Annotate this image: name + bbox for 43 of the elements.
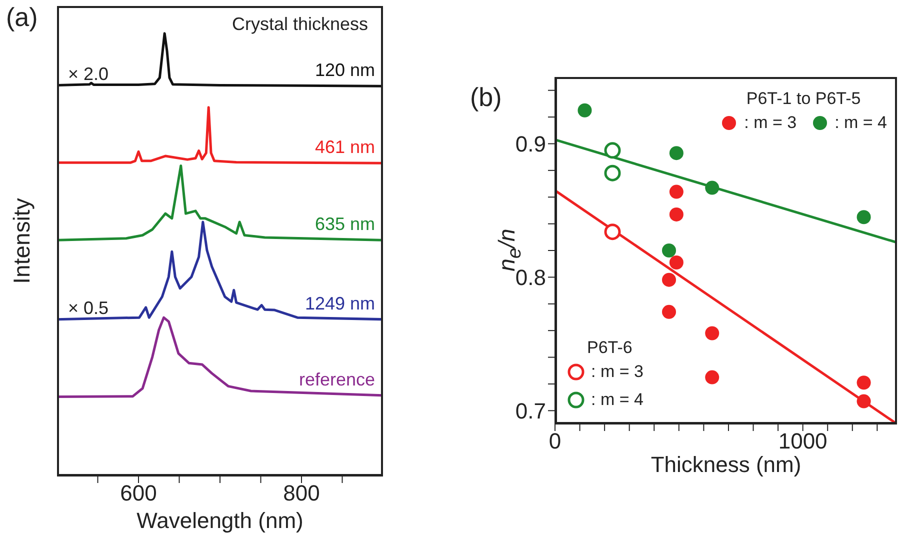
x-tick-label: 600 <box>120 480 157 506</box>
annotation: × 0.5 <box>68 298 109 319</box>
legend-label: : m = 3 <box>744 112 797 134</box>
point <box>856 394 871 408</box>
point <box>856 376 871 390</box>
point <box>662 244 676 258</box>
point <box>604 142 621 159</box>
annotation: P6T-1 to P6T-5 <box>745 88 862 110</box>
y-axis-title: Intensity <box>8 198 36 284</box>
point <box>578 103 592 118</box>
point <box>604 164 621 182</box>
y-tick-label: 0.7 <box>515 398 546 424</box>
y-tick-label: 0.9 <box>515 132 546 157</box>
legend-label: : m = 4 <box>591 389 644 411</box>
legend-label: : m = 4 <box>834 112 887 134</box>
y-tick-label: 0.8 <box>515 265 546 290</box>
point <box>856 210 871 224</box>
x-tick-label: 1000 <box>778 428 828 454</box>
point <box>604 224 621 240</box>
point <box>662 272 676 287</box>
series-label: 635 nm <box>314 214 375 234</box>
point <box>669 146 684 160</box>
point <box>705 180 720 195</box>
point <box>705 326 720 340</box>
series-label: reference <box>298 369 375 390</box>
point <box>669 207 684 222</box>
point <box>705 370 720 384</box>
x-tick-label: 0 <box>548 428 562 454</box>
annotation: Crystal thickness <box>232 14 368 35</box>
point <box>662 304 676 319</box>
legend-label: : m = 3 <box>591 361 644 383</box>
point <box>669 256 684 270</box>
x-axis-title: Thickness (nm) <box>650 452 802 477</box>
series-label: 461 nm <box>314 137 375 158</box>
series-label: 120 nm <box>314 60 375 80</box>
chart-title: (b) <box>470 82 502 113</box>
point <box>669 184 684 199</box>
chart-title: (a) <box>6 2 38 33</box>
annotation: × 2.0 <box>68 64 109 85</box>
x-axis-title: Wavelength (nm) <box>136 508 304 533</box>
annotation: P6T-6 <box>586 337 634 359</box>
x-tick-label: 800 <box>283 480 320 506</box>
series-label: 1249 nm <box>304 293 375 314</box>
